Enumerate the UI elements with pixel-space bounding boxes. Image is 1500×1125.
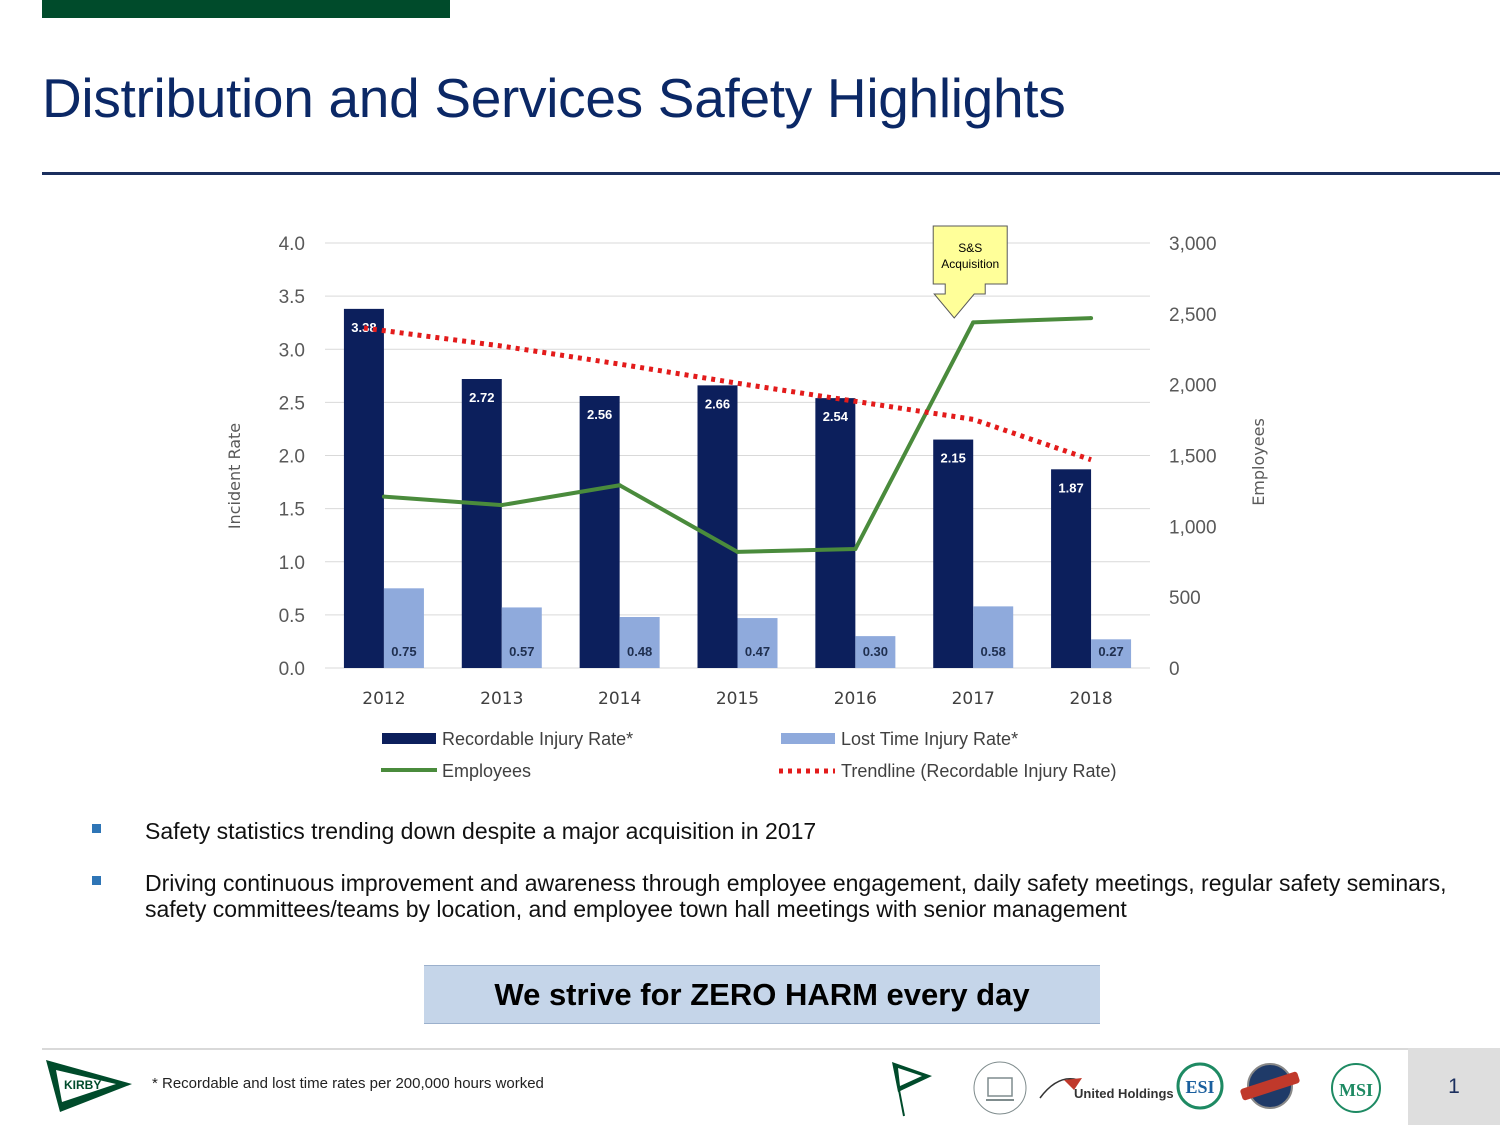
y2-axis-title: Employees	[1249, 418, 1268, 506]
y-tick-label: 1.0	[279, 553, 305, 574]
bullet-list: Safety statistics trending down despite …	[90, 818, 1480, 948]
footnote: * Recordable and lost time rates per 200…	[152, 1075, 544, 1092]
bullet-item: Driving continuous improvement and aware…	[90, 870, 1480, 922]
page-number-box: 1	[1408, 1048, 1500, 1125]
employees-point	[617, 483, 622, 488]
recordable-data-label: 2.56	[587, 407, 612, 422]
recordable-bar	[343, 308, 384, 668]
legend-label: Employees	[442, 761, 531, 781]
zero-harm-callout: We strive for ZERO HARM every day	[424, 965, 1100, 1024]
employees-point	[381, 494, 386, 499]
employees-point	[499, 503, 504, 508]
lost-time-data-label: 0.48	[627, 644, 652, 659]
legend-label: Trendline (Recordable Injury Rate)	[841, 761, 1116, 781]
annotation-text: Acquisition	[941, 257, 999, 271]
y-tick-label: 3.5	[279, 287, 305, 308]
y2-tick-label: 2,000	[1169, 376, 1217, 397]
united-holdings-label: United Holdings	[1074, 1086, 1174, 1101]
annotation-text: S&S	[958, 241, 982, 255]
page-title: Distribution and Services Safety Highlig…	[42, 67, 1066, 129]
y-tick-label: 2.0	[279, 447, 305, 468]
recordable-bar	[933, 439, 974, 668]
x-tick-label: 2017	[952, 689, 995, 709]
bullet-square-icon	[92, 876, 101, 885]
bullet-text: Safety statistics trending down despite …	[145, 818, 817, 844]
legend-swatch-lost-time	[781, 733, 835, 744]
legend-label: Lost Time Injury Rate*	[841, 729, 1018, 749]
msi-logo: MSI	[1331, 1063, 1381, 1113]
legend-swatch-recordable	[382, 733, 436, 744]
y2-tick-label: 3,000	[1169, 234, 1217, 255]
recordable-bar	[461, 379, 502, 668]
y-tick-label: 2.5	[279, 393, 305, 414]
acquisition-callout-shape	[932, 225, 1008, 319]
recordable-data-label: 3.38	[351, 320, 376, 335]
recordable-data-label: 1.87	[1058, 480, 1083, 495]
recordable-data-label: 2.66	[705, 396, 730, 411]
y-tick-label: 4.0	[279, 234, 305, 255]
recordable-data-label: 2.15	[941, 451, 966, 466]
esi-logo-text: ESI	[1185, 1077, 1214, 1097]
footer-divider	[42, 1048, 1408, 1050]
x-tick-label: 2018	[1069, 689, 1112, 709]
lost-time-data-label: 0.75	[391, 644, 416, 659]
employees-point	[1089, 316, 1094, 321]
recordable-data-label: 2.72	[469, 390, 494, 405]
x-tick-label: 2014	[598, 689, 641, 709]
employees-point	[735, 549, 740, 554]
lost-time-bar	[619, 617, 660, 668]
x-tick-label: 2012	[362, 689, 405, 709]
san-jac-marine-logo	[973, 1061, 1027, 1115]
stewart-stevenson-logo	[1240, 1063, 1300, 1109]
united-holdings-logo	[1039, 1078, 1082, 1099]
legend-label: Recordable Injury Rate*	[442, 729, 633, 749]
lost-time-bar	[383, 588, 424, 668]
top-accent-bar	[42, 0, 450, 18]
lost-time-bar	[855, 636, 896, 668]
lost-time-bar	[1091, 639, 1132, 668]
lost-time-data-label: 0.57	[509, 644, 534, 659]
kirby-logo-text: KIRBY	[64, 1078, 101, 1092]
bullet-text: Driving continuous improvement and aware…	[145, 870, 1447, 922]
y-axis-title: Incident Rate	[225, 423, 244, 529]
y-tick-label: 3.0	[279, 340, 305, 361]
title-divider	[42, 172, 1500, 175]
page-number: 1	[1448, 1074, 1460, 1098]
safety-chart: 0.0 0.5 1.0 1.5 2.0 2.5 3.0 3.5 4.0 0 500 1,000 1,50…	[225, 225, 1268, 781]
kirby-flag-logo: KIRBY	[46, 1060, 132, 1112]
lost-time-data-label: 0.27	[1098, 644, 1123, 659]
y2-tick-label: 0	[1169, 659, 1180, 680]
recordable-bar	[697, 385, 738, 668]
y-tick-label: 1.5	[279, 500, 305, 521]
x-tick-label: 2015	[716, 689, 759, 709]
y-tick-label: 0.5	[279, 606, 305, 627]
employees-point	[853, 547, 858, 551]
lost-time-bar	[501, 607, 542, 668]
lost-time-data-label: 0.30	[863, 644, 888, 659]
bullet-item: Safety statistics trending down despite …	[90, 818, 1480, 844]
esi-logo: ESI	[1176, 1062, 1224, 1110]
lost-time-bar	[973, 606, 1014, 668]
lost-time-data-label: 0.58	[981, 644, 1006, 659]
y2-tick-label: 500	[1169, 588, 1201, 609]
y2-tick-label: 1,000	[1169, 517, 1217, 538]
recordable-bar	[579, 396, 620, 668]
y2-tick-label: 2,500	[1169, 305, 1217, 326]
lost-time-bar	[737, 618, 778, 668]
bullet-square-icon	[92, 824, 101, 833]
lost-time-data-label: 0.47	[745, 644, 770, 659]
x-tick-label: 2013	[480, 689, 523, 709]
kirby-small-flag-logo	[892, 1062, 932, 1117]
recordable-bar	[1051, 469, 1092, 668]
recordable-data-label: 2.54	[823, 409, 849, 424]
employees-point	[971, 320, 976, 325]
subsidiary-logos: ESI MSI	[892, 1061, 1381, 1117]
x-tick-label: 2016	[834, 689, 877, 709]
msi-logo-text: MSI	[1339, 1080, 1373, 1100]
y-tick-label: 0.0	[279, 659, 305, 680]
y2-tick-label: 1,500	[1169, 447, 1217, 468]
recordable-bar	[815, 398, 856, 668]
